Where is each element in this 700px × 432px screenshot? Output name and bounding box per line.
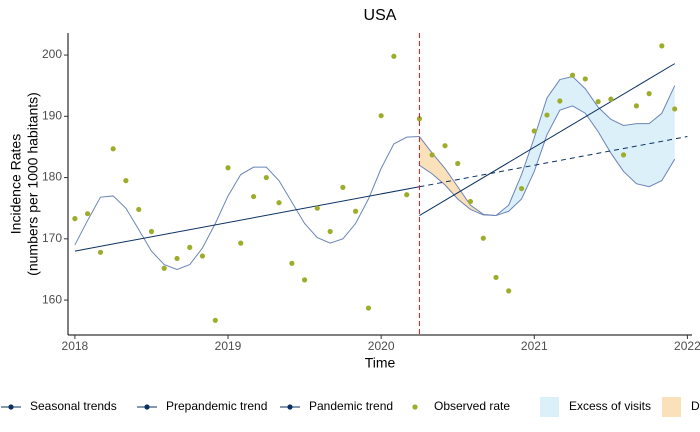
legend-swatch — [540, 397, 559, 417]
series-line — [74, 136, 420, 270]
observed-point — [123, 178, 129, 184]
y-tick-label: 170 — [42, 231, 62, 245]
legend-marker — [287, 404, 293, 410]
x-tick-label: 2021 — [521, 339, 548, 353]
band-area — [419, 136, 496, 216]
observed-point — [378, 113, 384, 119]
y-axis-title: Incidence Rates — [8, 134, 24, 234]
observed-point — [238, 240, 244, 246]
legend-label: Observed rate — [434, 399, 510, 413]
x-tick-label: 2018 — [62, 339, 89, 353]
observed-point — [646, 91, 652, 97]
legend-label: Pandemic trend — [309, 399, 393, 413]
legend-marker — [412, 404, 418, 410]
observed-point — [136, 206, 142, 213]
legend-swatch — [662, 397, 681, 417]
observed-point — [518, 185, 525, 192]
observed-point — [620, 152, 627, 158]
observed-point — [110, 146, 116, 152]
band-area — [496, 76, 675, 216]
legend-marker — [144, 404, 150, 410]
observed-point — [187, 244, 193, 251]
observed-point — [557, 98, 563, 104]
x-tick-label: 2019 — [215, 339, 242, 353]
observed-point — [429, 152, 435, 158]
observed-point — [250, 193, 257, 200]
observed-point — [404, 192, 410, 198]
observed-point — [608, 96, 614, 102]
observed-point — [263, 174, 269, 181]
series-line-segment — [74, 186, 420, 252]
legend-label: Excess of visits — [569, 399, 651, 413]
observed-point — [595, 99, 601, 105]
y-axis-title: (numbers per 1000 habitants) — [25, 92, 41, 276]
observed-point — [85, 211, 91, 217]
observed-point — [365, 305, 372, 311]
observed-point — [467, 198, 474, 205]
observed-point — [327, 228, 333, 235]
legend-label: Seasonal trends — [30, 399, 117, 413]
x-axis-title: Time — [365, 355, 396, 371]
y-tick-label: 200 — [42, 47, 62, 61]
observed-point — [352, 208, 359, 214]
observed-point — [659, 43, 665, 49]
observed-point — [672, 106, 678, 112]
observed-point — [480, 235, 486, 241]
observed-point — [72, 216, 78, 222]
observed-point — [544, 112, 550, 118]
band-edge — [419, 136, 497, 217]
y-tick-label: 190 — [42, 108, 62, 122]
band-edge — [495, 105, 676, 217]
chart-title: USA — [364, 7, 397, 24]
observed-point — [148, 228, 155, 235]
legend-label: D — [691, 399, 700, 413]
observed-point — [97, 249, 104, 255]
x-tick-label: 2022 — [674, 339, 700, 353]
observed-point — [569, 72, 576, 78]
observed-point — [161, 265, 167, 271]
observed-point — [416, 116, 423, 122]
observed-point — [442, 143, 448, 149]
observed-point — [199, 253, 206, 259]
observed-point — [506, 288, 512, 294]
legend-marker — [8, 404, 14, 410]
observed-point — [174, 255, 180, 262]
band-edge — [419, 164, 497, 217]
observed-point — [212, 317, 218, 323]
observed-point — [314, 205, 320, 211]
observed-point — [289, 260, 295, 266]
y-tick-label: 180 — [42, 170, 62, 184]
x-tick-label: 2020 — [368, 339, 395, 353]
observed-point — [276, 200, 282, 206]
observed-point — [633, 103, 640, 109]
observed-point — [531, 128, 537, 134]
y-tick-label: 160 — [42, 292, 62, 306]
observed-point — [493, 274, 499, 281]
legend-label: Prepandemic trend — [166, 399, 267, 413]
observed-point — [391, 53, 397, 59]
observed-point — [582, 76, 588, 82]
band-edge — [495, 75, 676, 216]
observed-point — [225, 165, 231, 171]
series-line-segment — [419, 136, 688, 188]
observed-point — [340, 184, 346, 190]
observed-point — [455, 160, 461, 167]
observed-point — [301, 277, 308, 283]
series-line — [419, 63, 675, 216]
